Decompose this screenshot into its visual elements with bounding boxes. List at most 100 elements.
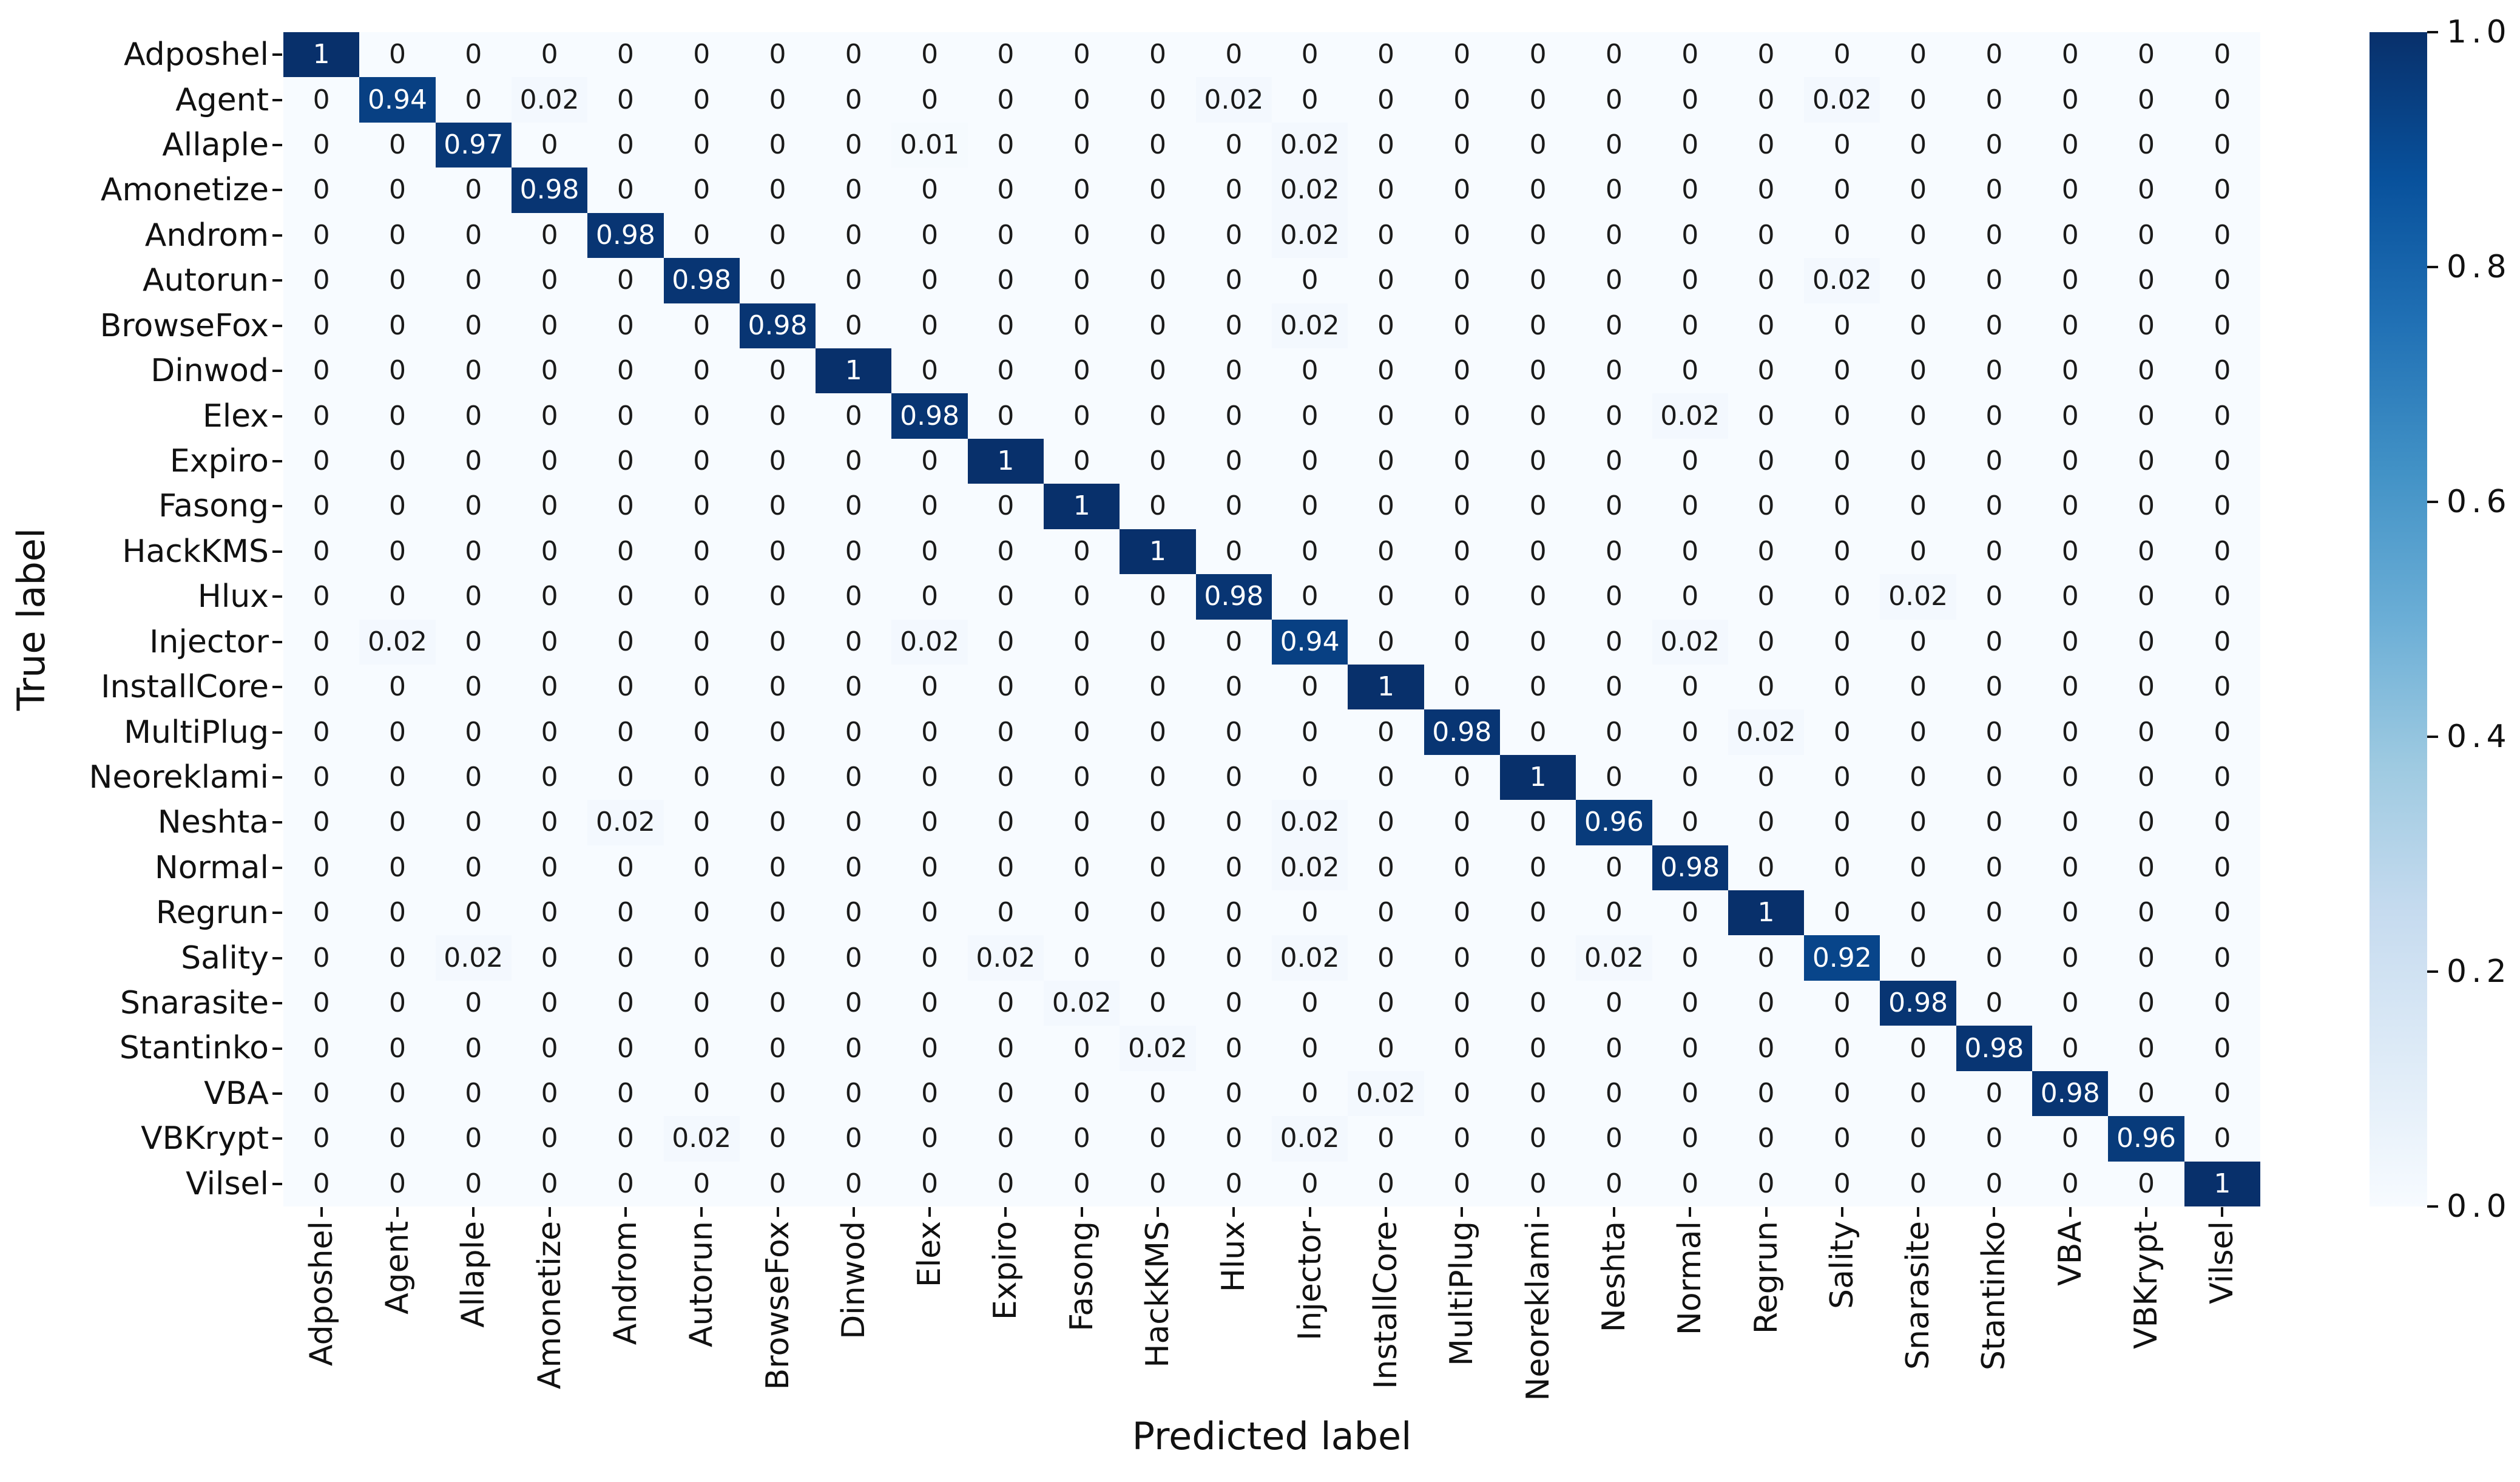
heatmap-cell: 0 [739,1026,816,1071]
heatmap-cell: 0 [1195,122,1272,168]
heatmap-cell: 0 [663,303,740,348]
y-tick-label: Injector [149,623,269,660]
heatmap-cell: 0 [1120,122,1196,168]
heatmap-cell: 0.98 [511,167,588,213]
heatmap-cell: 0 [1120,1161,1196,1206]
y-tick-mark [272,189,282,192]
heatmap-cell: 0 [1424,484,1500,529]
heatmap-cell: 0 [1272,709,1348,755]
heatmap-cell: 0 [967,980,1044,1026]
heatmap-cell: 0 [1195,393,1272,439]
y-tick-label: Neshta [157,804,269,841]
heatmap-cell: 0 [1424,77,1500,123]
x-tick-mark [1004,1207,1007,1217]
heatmap-cell: 0.98 [1424,709,1500,755]
y-tick-label: Agent [175,81,269,118]
heatmap-cell: 0 [2032,167,2109,213]
heatmap-cell: 0 [967,348,1044,394]
heatmap-cell: 0 [1195,32,1272,78]
heatmap-cell: 0 [1195,664,1272,710]
x-tick-mark [624,1207,627,1217]
heatmap-cell: 0 [1348,890,1424,936]
heatmap-cell: 0 [1880,529,1956,575]
heatmap-cell: 0 [587,77,664,123]
heatmap-cell: 0 [1272,754,1348,800]
heatmap-cell: 0 [1195,709,1272,755]
heatmap-cell: 0 [1044,754,1120,800]
heatmap-cell: 0 [1120,212,1196,259]
heatmap-cell: 0 [1348,1161,1424,1206]
heatmap-cell: 0 [587,438,664,484]
heatmap-cell: 0 [587,574,664,620]
heatmap-cell: 0 [1044,1026,1120,1071]
heatmap-cell: 0 [1652,709,1728,755]
heatmap-cell: 0 [1652,122,1728,168]
colorbar-tick-label: 0.8 [2447,249,2512,285]
heatmap-cell: 0 [2108,1026,2184,1071]
heatmap-cell: 0 [511,348,588,394]
heatmap-cell: 0 [511,122,588,168]
heatmap-cell: 0 [511,574,588,620]
heatmap-cell: 0.02 [587,800,664,845]
heatmap-cell: 0 [967,77,1044,123]
heatmap-cell: 0 [1120,258,1196,303]
heatmap-cell: 0 [1195,258,1272,303]
heatmap-cell: 0 [1424,438,1500,484]
heatmap-cell: 0 [283,664,360,710]
heatmap-cell: 0 [2032,619,2109,665]
heatmap-cell: 1 [1499,754,1576,800]
heatmap-cell: 0 [1652,935,1728,981]
heatmap-cell: 0 [283,754,360,800]
x-tick-label: VBA [2052,1221,2089,1286]
heatmap-cell: 0 [1499,212,1576,259]
heatmap-cell: 0 [1880,664,1956,710]
heatmap-cell: 0 [1195,890,1272,936]
heatmap-cell: 0 [967,574,1044,620]
x-tick-mark [852,1207,855,1217]
heatmap-cell: 0 [359,890,436,936]
heatmap-cell: 0 [1880,122,1956,168]
heatmap-cell: 0 [1044,122,1120,168]
heatmap-cell: 0 [511,212,588,259]
heatmap-cell: 0 [816,77,892,123]
heatmap-cell: 0 [1120,890,1196,936]
heatmap-cell: 0 [1348,303,1424,348]
x-tick-mark [1536,1207,1539,1217]
heatmap-cell: 0 [1804,529,1880,575]
heatmap-cell: 0 [359,1161,436,1206]
heatmap-cell: 0 [1195,935,1272,981]
heatmap-cell: 0 [1348,393,1424,439]
heatmap-cell: 0 [739,529,816,575]
x-tick-mark [1157,1207,1160,1217]
x-tick-mark [1232,1207,1235,1217]
heatmap-cell: 0 [359,303,436,348]
heatmap-cell: 0 [1804,32,1880,78]
heatmap-cell: 0 [511,935,588,981]
x-tick-mark [396,1207,399,1217]
heatmap-cell: 0 [1195,1116,1272,1162]
colorbar-tick-mark [2427,970,2438,973]
heatmap-cell: 0 [1728,32,1805,78]
heatmap-cell: 0.02 [1272,212,1348,259]
heatmap-cell: 0 [1044,393,1120,439]
heatmap-cell: 0 [1195,438,1272,484]
heatmap-cell: 0 [663,1026,740,1071]
heatmap-cell: 0.02 [1804,258,1880,303]
heatmap-cell: 0 [1956,122,2033,168]
heatmap-cell: 0 [891,32,968,78]
heatmap-cell: 0 [1195,484,1272,529]
heatmap-cell: 0 [1120,935,1196,981]
heatmap-cell: 0 [511,258,588,303]
y-tick-label: Normal [154,849,269,886]
x-tick-mark [1840,1207,1843,1217]
heatmap-cell: 0 [1424,167,1500,213]
heatmap-cell: 0 [1272,664,1348,710]
heatmap-cell: 0 [1804,800,1880,845]
y-tick-label: BrowseFox [100,307,269,344]
heatmap-cell: 0 [1195,1071,1272,1117]
x-tick-label: Androm [607,1221,644,1345]
heatmap-cell: 0 [1576,754,1652,800]
heatmap-cell: 0 [359,32,436,78]
heatmap-cell: 0 [816,980,892,1026]
colorbar-tick-mark [2427,501,2438,503]
